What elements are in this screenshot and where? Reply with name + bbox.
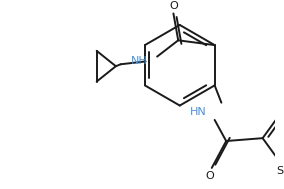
Text: NH: NH [131, 56, 147, 66]
Text: HN: HN [190, 107, 207, 117]
Text: O: O [169, 1, 178, 11]
Text: S: S [276, 166, 283, 176]
Text: O: O [206, 171, 214, 181]
